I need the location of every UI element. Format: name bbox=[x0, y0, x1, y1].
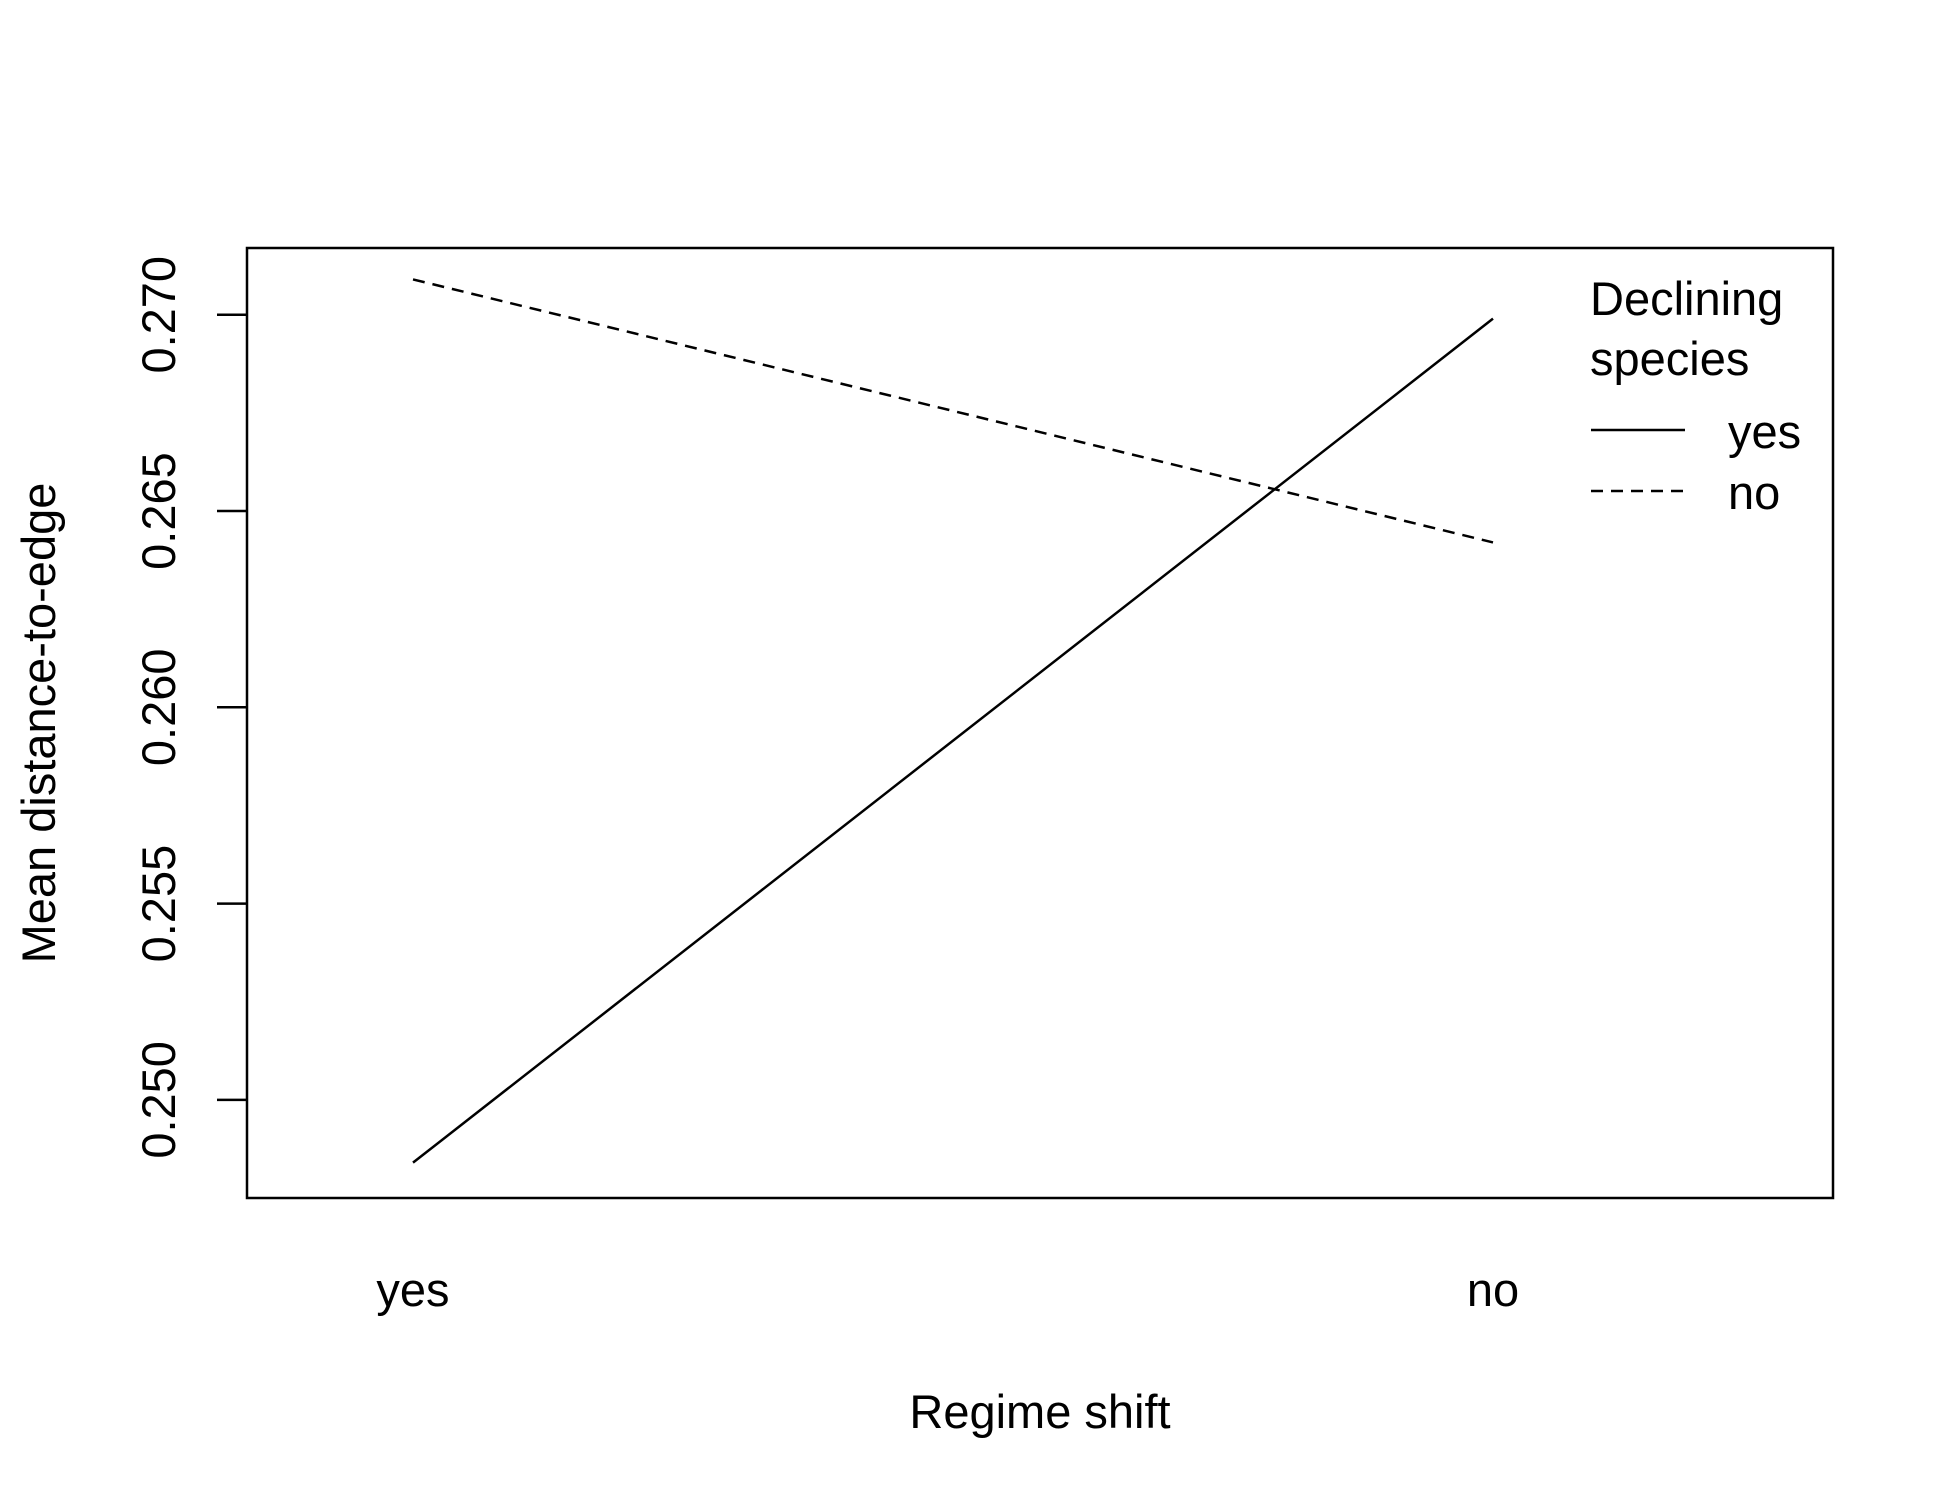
series-lines bbox=[412, 278, 1494, 1164]
y-tick-label: 0.265 bbox=[132, 452, 185, 570]
legend-label-no: no bbox=[1728, 466, 1780, 519]
x-axis-title: Regime shift bbox=[909, 1385, 1170, 1438]
y-tick-label: 0.260 bbox=[132, 648, 185, 766]
y-axis: 0.250 0.255 0.260 0.265 0.270 bbox=[132, 256, 247, 1159]
x-tick-label: no bbox=[1467, 1263, 1519, 1316]
series-line-no bbox=[412, 278, 1494, 544]
x-axis: yes no bbox=[376, 1263, 1519, 1316]
y-tick-label: 0.270 bbox=[132, 256, 185, 374]
x-tick-label: yes bbox=[376, 1263, 449, 1316]
legend: Declining species yes no bbox=[1590, 272, 1801, 519]
y-tick-label: 0.250 bbox=[132, 1041, 185, 1159]
legend-title-line2: species bbox=[1590, 332, 1749, 385]
series-line-yes bbox=[412, 317, 1494, 1164]
y-tick-label: 0.255 bbox=[132, 845, 185, 963]
plot-frame bbox=[245, 246, 1835, 1200]
y-axis-title: Mean distance-to-edge bbox=[12, 483, 65, 964]
legend-label-yes: yes bbox=[1728, 405, 1801, 458]
legend-title-line1: Declining bbox=[1590, 272, 1783, 325]
